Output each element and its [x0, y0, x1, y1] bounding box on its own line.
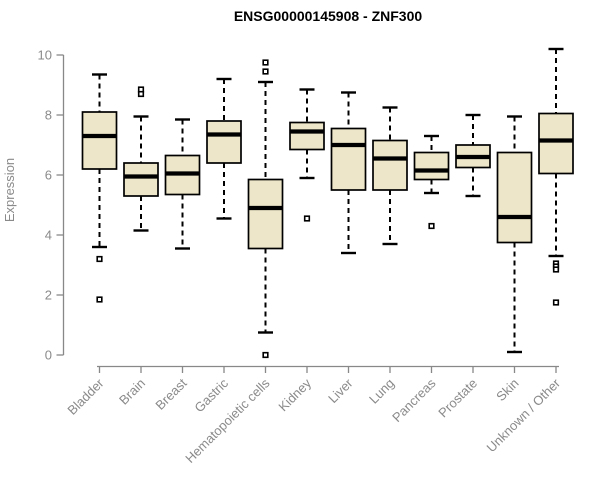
box-rect [247, 178, 284, 250]
x-tick-label: Unknown / Other [484, 375, 564, 455]
box-rect [372, 139, 408, 191]
x-tick-label: Breast [152, 375, 189, 412]
outlier-point [96, 255, 103, 263]
box-rect [330, 127, 367, 191]
outlier-point [552, 299, 560, 306]
x-tick-label: Liver [325, 375, 356, 406]
x-tick-label: Kidney [275, 375, 314, 414]
outlier-point [262, 68, 269, 75]
x-tick-label: Prostate [435, 376, 480, 421]
box-rect [81, 111, 118, 170]
x-tick-label: Pancreas [389, 375, 439, 425]
y-tick-label: 6 [45, 168, 52, 183]
y-tick-label: 2 [45, 288, 52, 303]
x-tick-label: Lung [366, 376, 397, 407]
outlier-point [96, 296, 103, 303]
x-tick-label: Gastric [191, 375, 231, 415]
outlier-point [552, 266, 560, 273]
y-tick-label: 4 [45, 228, 52, 243]
chart-title: ENSG00000145908 - ZNF300 [234, 8, 423, 24]
box-rect [123, 162, 159, 197]
x-tick-label: Bladder [64, 375, 107, 418]
box-rect [538, 112, 574, 175]
outlier-point [428, 222, 435, 230]
box-rect [413, 151, 450, 181]
outlier-point [137, 90, 145, 98]
outlier-point [262, 351, 269, 359]
y-tick-label: 0 [45, 348, 52, 363]
x-tick-label: Brain [116, 376, 148, 408]
y-tick-label: 8 [45, 108, 52, 123]
box-rect [289, 121, 325, 151]
y-axis-label: Expression [2, 158, 17, 222]
outlier-point [303, 215, 311, 222]
box-rect [496, 151, 533, 244]
box-rect [206, 120, 242, 164]
y-tick-label: 10 [38, 48, 52, 63]
x-tick-label: Skin [493, 376, 521, 404]
outlier-point [262, 59, 269, 66]
